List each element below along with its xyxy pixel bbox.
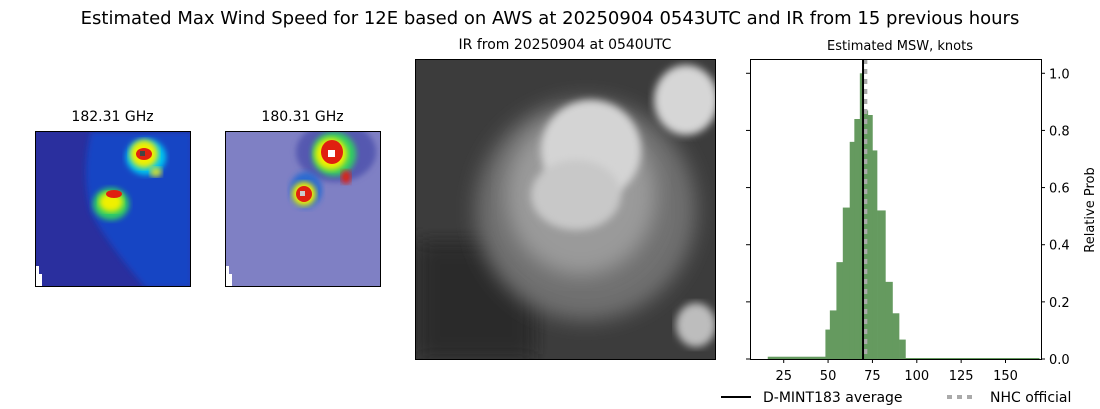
mw2-image	[225, 131, 381, 287]
histogram-bar	[767, 356, 826, 359]
y-tick-label: 1.0	[1049, 67, 1070, 82]
x-tick-label: 125	[949, 369, 974, 384]
histogram-bar	[829, 310, 837, 359]
ir-title: IR from 20250904 at 0540UTC	[458, 37, 672, 53]
x-tick-label: 150	[993, 369, 1018, 384]
y-tick-label: 0.8	[1049, 124, 1070, 139]
mw1-image	[35, 131, 191, 287]
histogram-bar	[849, 141, 855, 359]
y-axis-label: Relative Prob	[1083, 167, 1098, 252]
histogram-bar	[836, 262, 844, 359]
histogram-bar	[905, 358, 1040, 359]
x-tick-label: 50	[820, 369, 837, 384]
y-tick-label: 0.0	[1049, 353, 1070, 368]
histogram-bar	[892, 313, 900, 359]
x-tick-label: 75	[864, 369, 881, 384]
legend: D-MINT183 average NHC official	[721, 390, 1071, 406]
histogram-bar	[859, 73, 864, 360]
histogram-bar	[842, 207, 851, 359]
legend-label-average: D-MINT183 average	[763, 390, 903, 406]
histogram-bar	[825, 329, 831, 359]
chart-frame	[750, 59, 1042, 360]
legend-label-nhc: NHC official	[990, 390, 1071, 406]
histogram-bar	[867, 115, 873, 359]
ir-image	[415, 59, 716, 360]
histogram-bar	[899, 339, 906, 359]
y-tick-label: 0.2	[1049, 296, 1070, 311]
histogram-bar	[872, 150, 878, 359]
histogram-bar	[863, 110, 869, 359]
x-tick-label: 25	[775, 369, 792, 384]
histogram-bar	[885, 281, 893, 359]
figure-title: Estimated Max Wind Speed for 12E based o…	[80, 8, 1020, 29]
histogram-bar	[877, 210, 886, 359]
mw2-title: 180.31 GHz	[261, 109, 344, 125]
histogram-bar	[854, 119, 861, 359]
chart-title: Estimated MSW, knots	[827, 39, 973, 54]
y-tick-label: 0.6	[1049, 182, 1070, 197]
y-tick-label: 0.4	[1049, 239, 1070, 254]
mw1-title: 182.31 GHz	[71, 109, 154, 125]
x-tick-label: 100	[904, 369, 929, 384]
